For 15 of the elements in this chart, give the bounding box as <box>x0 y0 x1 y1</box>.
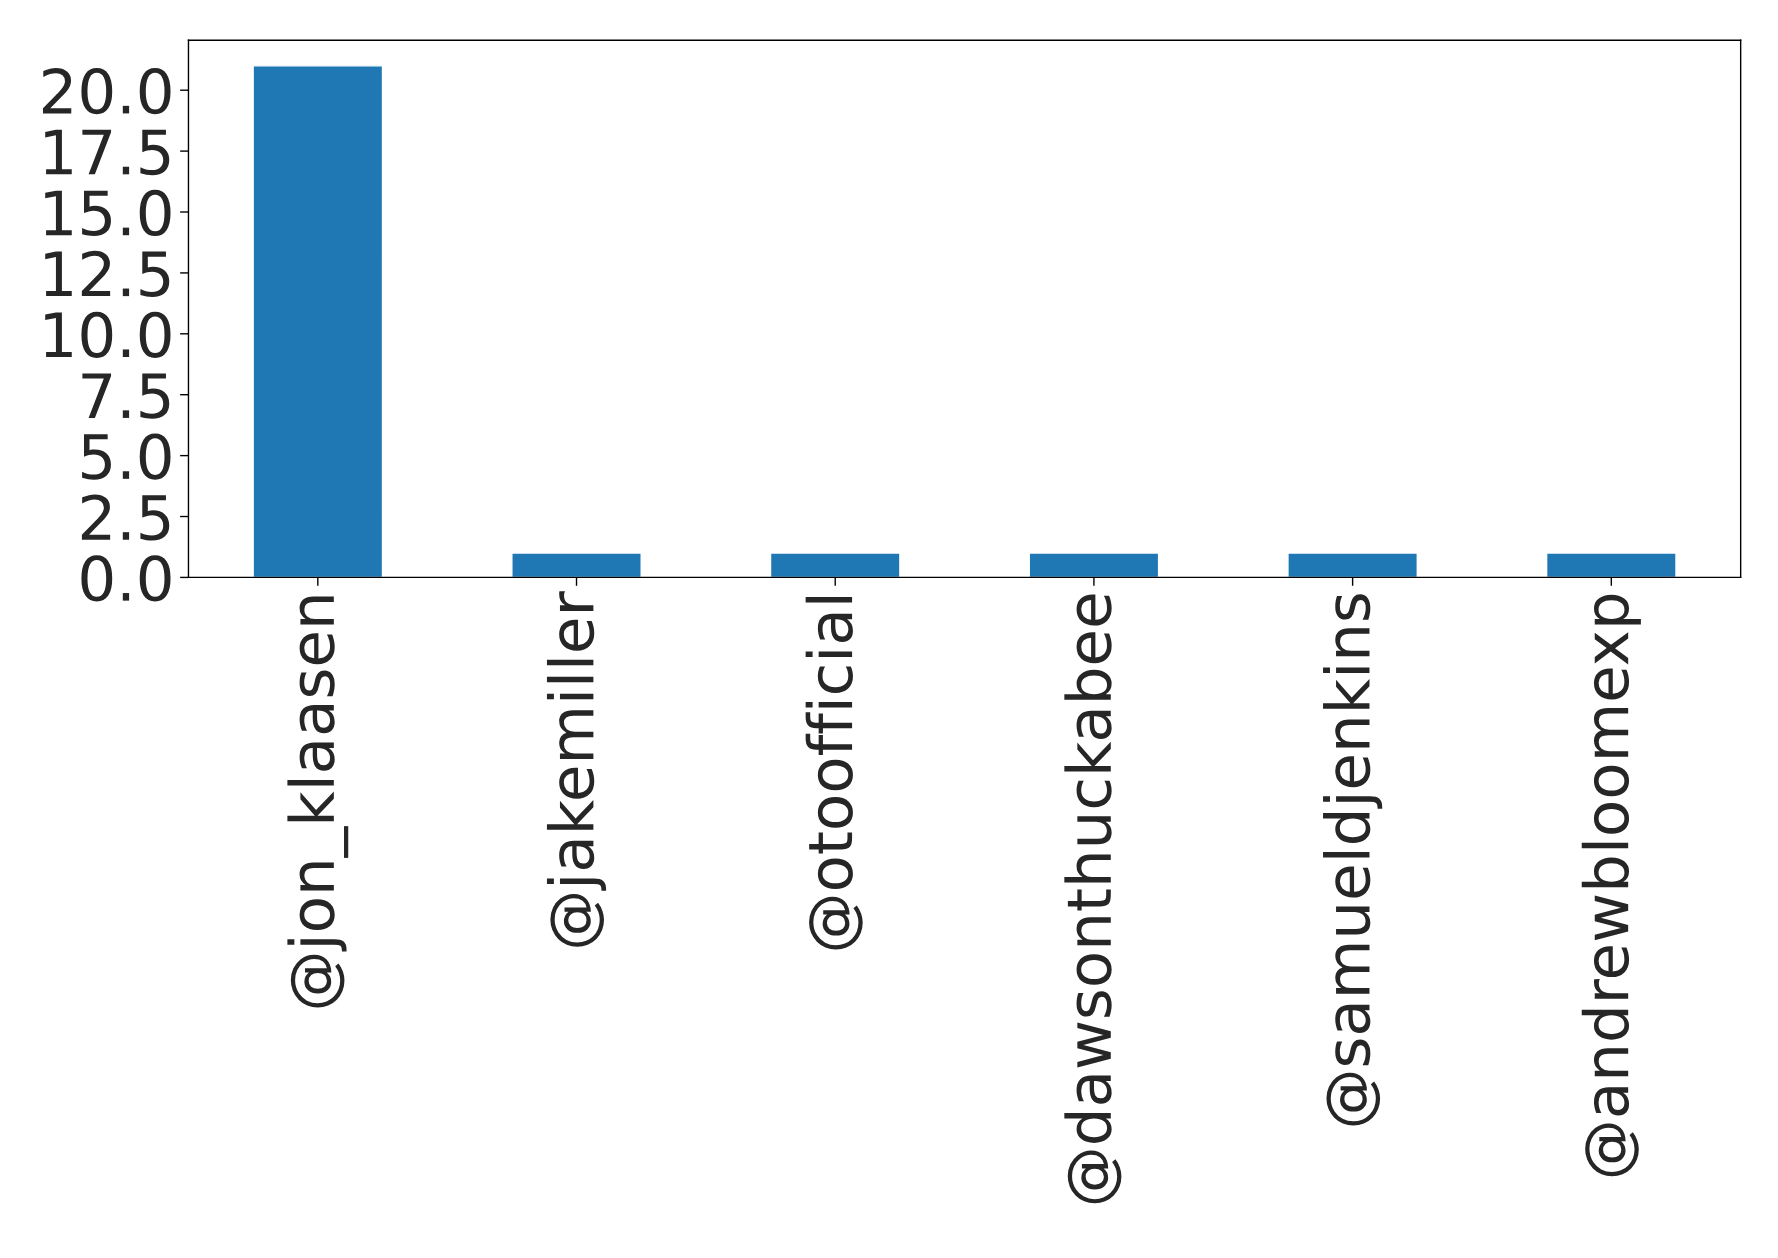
y-tick-label: 2.5 <box>81 494 170 541</box>
y-tick-label: 5.0 <box>82 433 171 480</box>
x-tick-label: @samueldjenkins <box>1323 594 1383 1126</box>
x-tick-label: @jon_klaasen <box>287 596 349 1008</box>
y-tick-label: 10.0 <box>45 311 171 358</box>
x-tick-label: @dawsonthuckabee <box>1064 594 1122 1204</box>
x-tick-label: @jakemiller <box>546 591 607 947</box>
y-tick-label: 12.5 <box>45 250 170 297</box>
y-tick-label: 15.0 <box>45 189 171 237</box>
x-tick-label: @otoofficial <box>805 597 863 950</box>
y-tick-label: 17.5 <box>45 129 170 176</box>
y-tick-label: 7.5 <box>82 373 170 419</box>
y-tick-label: 0.0 <box>81 555 171 602</box>
y-tick-label: 20.0 <box>42 68 171 115</box>
x-tick-label: @andrewbloomexp <box>1581 594 1641 1177</box>
